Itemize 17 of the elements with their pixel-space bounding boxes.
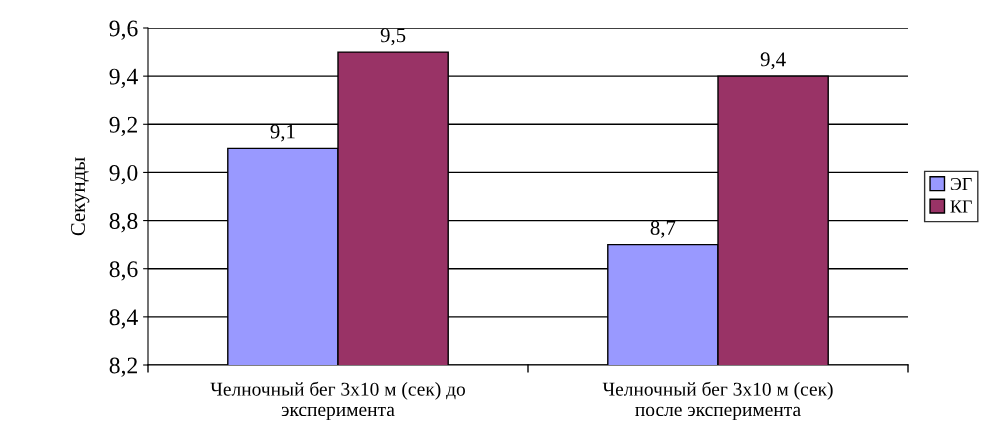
y-tick-label: 8,6 xyxy=(109,261,138,281)
y-tick-label: 8,4 xyxy=(109,309,138,329)
y-tick-label: 8,8 xyxy=(109,213,138,233)
data-label: 9,5 xyxy=(380,28,406,46)
data-label: 9,4 xyxy=(760,52,786,70)
y-tick-label: 9,2 xyxy=(109,116,137,137)
data-label: 9,1 xyxy=(270,124,295,142)
legend-label: КГ xyxy=(950,200,972,213)
y-tick-label: 9,6 xyxy=(109,20,138,40)
y-tick-label: 8,2 xyxy=(109,357,137,377)
legend-label: ЭГ xyxy=(950,177,972,191)
y-axis-title: Секунды xyxy=(71,157,90,236)
y-tick-label: 9,0 xyxy=(109,164,138,185)
data-label: 8,7 xyxy=(650,220,676,238)
y-tick-label: 9,4 xyxy=(109,68,138,88)
x-tick-label: Челночный бег 3x10 м (сек) до эксперимента xyxy=(210,381,465,421)
x-tick-label: Челночный бег 3x10 м (сек) после эксперимента xyxy=(602,381,833,421)
